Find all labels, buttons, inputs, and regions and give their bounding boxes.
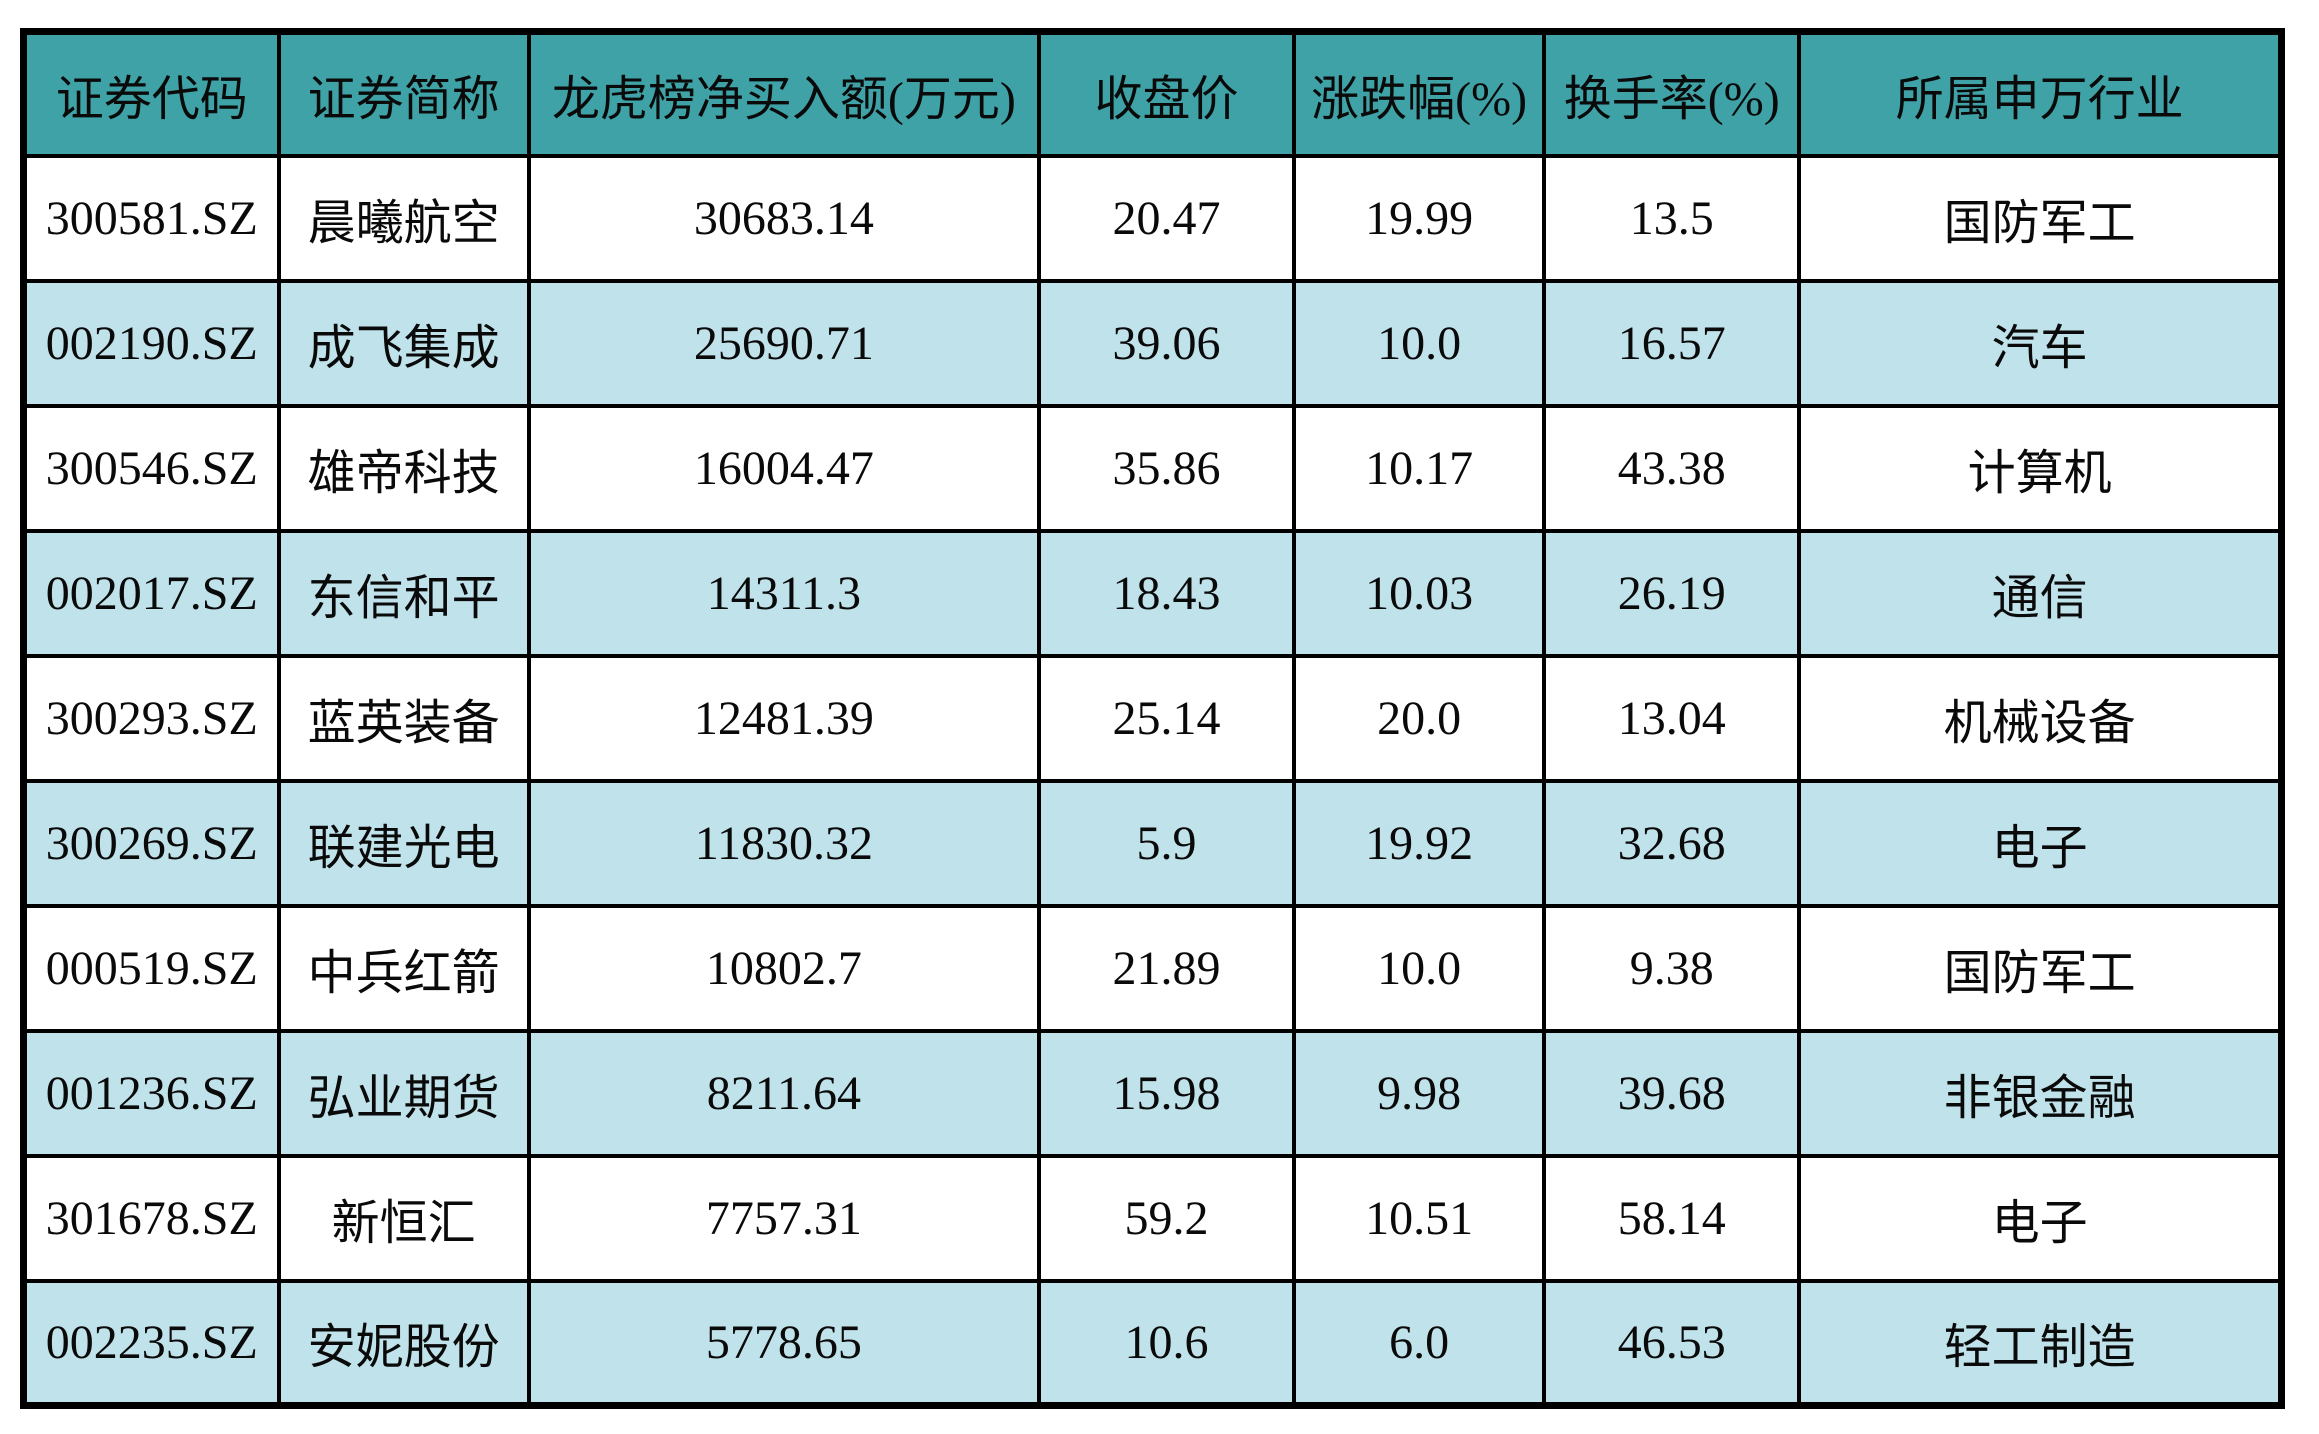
cell-close-price: 39.06	[1036, 278, 1297, 408]
cell-net-buy-amount: 12481.39	[526, 653, 1041, 783]
cell-sw-industry: 国防军工	[1797, 153, 2284, 283]
cell-security-code: 002190.SZ	[21, 278, 281, 408]
cell-close-price: 18.43	[1036, 528, 1297, 658]
cell-security-name: 新恒汇	[276, 1153, 531, 1283]
table-row: 301678.SZ 新恒汇 7757.31 59.2 10.51 58.14 电子	[21, 1153, 2284, 1283]
cell-security-code: 301678.SZ	[21, 1153, 281, 1283]
cell-sw-industry: 非银金融	[1797, 1028, 2284, 1158]
cell-change-percent: 10.03	[1292, 528, 1547, 658]
cell-turnover-rate: 26.19	[1542, 528, 1802, 658]
cell-close-price: 15.98	[1036, 1028, 1297, 1158]
cell-net-buy-amount: 10802.7	[526, 903, 1041, 1033]
cell-change-percent: 19.99	[1292, 153, 1547, 283]
cell-security-code: 300546.SZ	[21, 403, 281, 533]
column-header-net-buy-amount: 龙虎榜净买入额(万元)	[526, 29, 1041, 158]
cell-change-percent: 19.92	[1292, 778, 1547, 908]
cell-net-buy-amount: 16004.47	[526, 403, 1041, 533]
cell-close-price: 20.47	[1036, 153, 1297, 283]
cell-change-percent: 6.0	[1292, 1278, 1547, 1408]
cell-net-buy-amount: 25690.71	[526, 278, 1041, 408]
cell-turnover-rate: 43.38	[1542, 403, 1802, 533]
cell-security-name: 安妮股份	[276, 1278, 531, 1408]
cell-turnover-rate: 13.04	[1542, 653, 1802, 783]
cell-sw-industry: 轻工制造	[1797, 1278, 2284, 1408]
cell-turnover-rate: 9.38	[1542, 903, 1802, 1033]
cell-security-name: 联建光电	[276, 778, 531, 908]
cell-close-price: 10.6	[1036, 1278, 1297, 1408]
cell-turnover-rate: 13.5	[1542, 153, 1802, 283]
cell-security-name: 雄帝科技	[276, 403, 531, 533]
cell-sw-industry: 汽车	[1797, 278, 2284, 408]
cell-security-code: 000519.SZ	[21, 903, 281, 1033]
cell-sw-industry: 通信	[1797, 528, 2284, 658]
cell-security-name: 蓝英装备	[276, 653, 531, 783]
cell-security-code: 300269.SZ	[21, 778, 281, 908]
cell-security-name: 成飞集成	[276, 278, 531, 408]
cell-close-price: 5.9	[1036, 778, 1297, 908]
table-row: 300546.SZ 雄帝科技 16004.47 35.86 10.17 43.38 计算机	[21, 403, 2284, 533]
cell-security-code: 001236.SZ	[21, 1028, 281, 1158]
table-header: 证券代码 证券简称 龙虎榜净买入额(万元) 收盘价 涨跌幅(%) 换手率(%) 所属申万行业	[21, 29, 2284, 158]
cell-sw-industry: 电子	[1797, 778, 2284, 908]
cell-change-percent: 9.98	[1292, 1028, 1547, 1158]
column-header-sw-industry: 所属申万行业	[1797, 29, 2284, 158]
cell-net-buy-amount: 5778.65	[526, 1278, 1041, 1408]
cell-change-percent: 20.0	[1292, 653, 1547, 783]
cell-sw-industry: 计算机	[1797, 403, 2284, 533]
table-row: 002017.SZ 东信和平 14311.3 18.43 10.03 26.19 通信	[21, 528, 2284, 658]
cell-change-percent: 10.17	[1292, 403, 1547, 533]
cell-close-price: 59.2	[1036, 1153, 1297, 1283]
column-header-change-percent: 涨跌幅(%)	[1292, 29, 1547, 158]
cell-sw-industry: 机械设备	[1797, 653, 2284, 783]
cell-turnover-rate: 58.14	[1542, 1153, 1802, 1283]
table-row: 300293.SZ 蓝英装备 12481.39 25.14 20.0 13.04 机械设备	[21, 653, 2284, 783]
table-row: 300581.SZ 晨曦航空 30683.14 20.47 19.99 13.5 国防军工	[21, 153, 2284, 283]
cell-net-buy-amount: 11830.32	[526, 778, 1041, 908]
cell-close-price: 35.86	[1036, 403, 1297, 533]
cell-change-percent: 10.0	[1292, 278, 1547, 408]
cell-security-name: 东信和平	[276, 528, 531, 658]
cell-turnover-rate: 39.68	[1542, 1028, 1802, 1158]
cell-net-buy-amount: 30683.14	[526, 153, 1041, 283]
table-row: 002190.SZ 成飞集成 25690.71 39.06 10.0 16.57 汽车	[21, 278, 2284, 408]
dragon-tiger-list-table: 证券代码 证券简称 龙虎榜净买入额(万元) 收盘价 涨跌幅(%) 换手率(%) 所属申万行业…	[20, 28, 2285, 1409]
cell-sw-industry: 国防军工	[1797, 903, 2284, 1033]
cell-sw-industry: 电子	[1797, 1153, 2284, 1283]
table-body: 300581.SZ 晨曦航空 30683.14 20.47 19.99 13.5 国防军工 0…	[21, 153, 2284, 1408]
cell-security-code: 002017.SZ	[21, 528, 281, 658]
table-row: 001236.SZ 弘业期货 8211.64 15.98 9.98 39.68 非银金融	[21, 1028, 2284, 1158]
column-header-security-code: 证券代码	[21, 29, 281, 158]
table-row: 300269.SZ 联建光电 11830.32 5.9 19.92 32.68 电子	[21, 778, 2284, 908]
header-row: 证券代码 证券简称 龙虎榜净买入额(万元) 收盘价 涨跌幅(%) 换手率(%) 所属申万行业	[21, 29, 2284, 158]
cell-change-percent: 10.0	[1292, 903, 1547, 1033]
cell-turnover-rate: 32.68	[1542, 778, 1802, 908]
cell-security-name: 晨曦航空	[276, 153, 531, 283]
column-header-close-price: 收盘价	[1036, 29, 1297, 158]
cell-security-name: 弘业期货	[276, 1028, 531, 1158]
cell-security-code: 300293.SZ	[21, 653, 281, 783]
cell-net-buy-amount: 8211.64	[526, 1028, 1041, 1158]
cell-turnover-rate: 16.57	[1542, 278, 1802, 408]
column-header-turnover-rate: 换手率(%)	[1542, 29, 1802, 158]
cell-security-code: 002235.SZ	[21, 1278, 281, 1408]
table-row: 000519.SZ 中兵红箭 10802.7 21.89 10.0 9.38 国防军工	[21, 903, 2284, 1033]
cell-change-percent: 10.51	[1292, 1153, 1547, 1283]
cell-close-price: 21.89	[1036, 903, 1297, 1033]
cell-security-name: 中兵红箭	[276, 903, 531, 1033]
cell-security-code: 300581.SZ	[21, 153, 281, 283]
column-header-security-name: 证券简称	[276, 29, 531, 158]
table-row: 002235.SZ 安妮股份 5778.65 10.6 6.0 46.53 轻工制造	[21, 1278, 2284, 1408]
cell-net-buy-amount: 7757.31	[526, 1153, 1041, 1283]
cell-close-price: 25.14	[1036, 653, 1297, 783]
cell-turnover-rate: 46.53	[1542, 1278, 1802, 1408]
cell-net-buy-amount: 14311.3	[526, 528, 1041, 658]
